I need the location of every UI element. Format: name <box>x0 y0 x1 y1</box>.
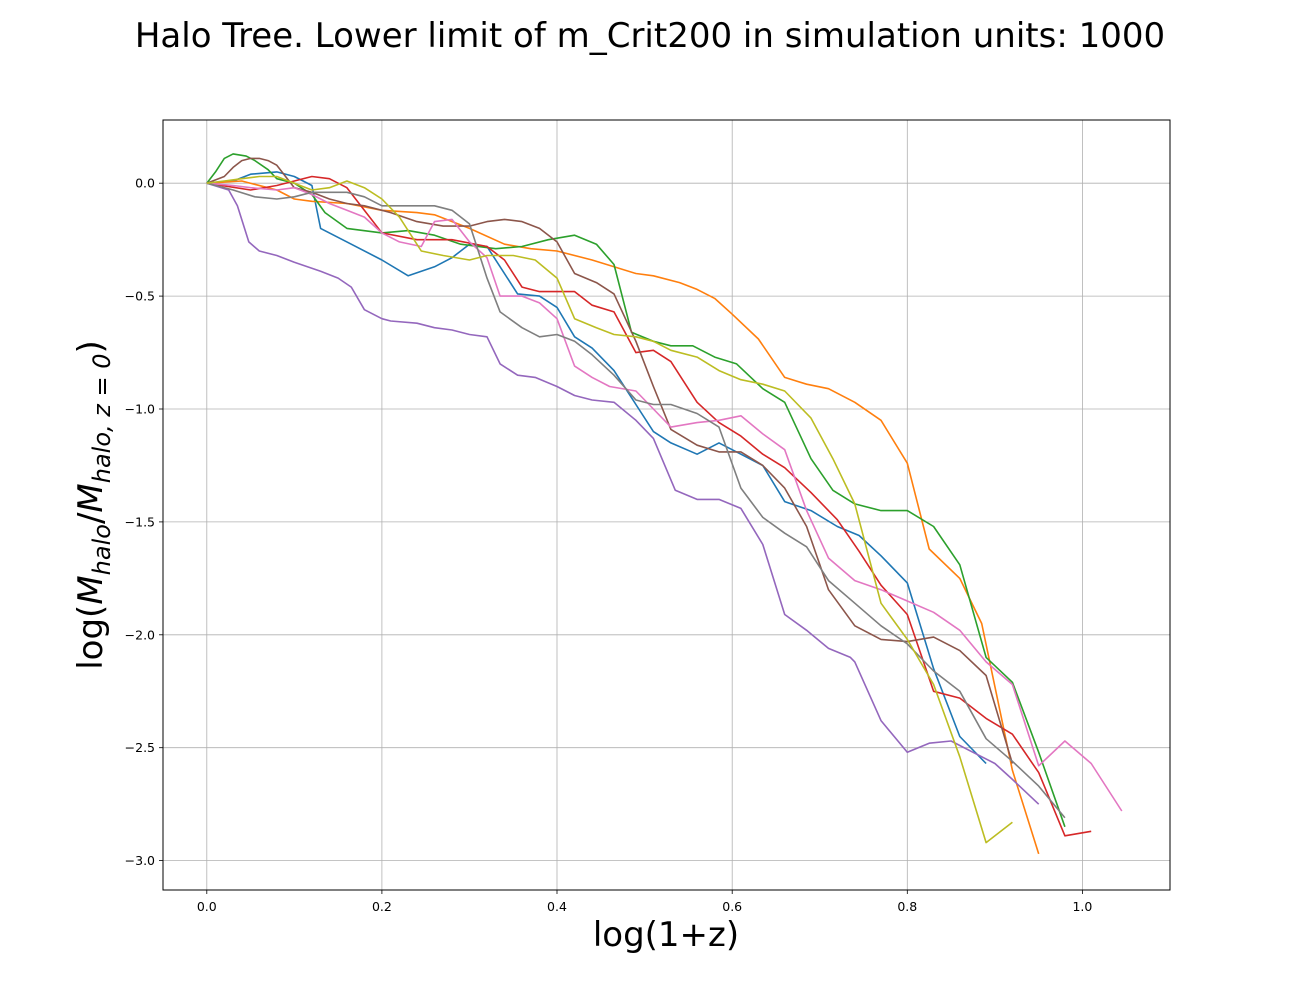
y-tick-label: −1.0 <box>125 402 155 417</box>
y-tick-label: −0.5 <box>125 289 155 304</box>
x-tick-label: 1.0 <box>1072 899 1092 914</box>
series-line-4 <box>206 175 1092 837</box>
chart-title: Halo Tree. Lower limit of m_Crit200 in s… <box>135 16 1165 56</box>
series-lines <box>206 153 1123 855</box>
series-line-9 <box>206 175 1013 844</box>
series-line-7 <box>206 182 1123 812</box>
y-label-prefix: log( <box>71 605 111 670</box>
plot-frame <box>162 119 1171 891</box>
y-label-sub2: halo, z = 0 <box>88 353 116 483</box>
y-tick-label: −3.0 <box>125 853 155 868</box>
series-line-1 <box>206 171 987 765</box>
axis-ticks: 0.0 0.2 0.4 0.6 0.8 1.0 0.0 −0.5 −1.0 −1.5 −2.0 −2.… <box>125 176 1093 914</box>
y-label-sub1: halo <box>88 524 116 575</box>
x-tick-label: 0.2 <box>372 899 392 914</box>
series-line-5 <box>206 182 1040 805</box>
x-tick-label: 0.0 <box>197 899 217 914</box>
y-tick-label: −2.0 <box>125 627 155 642</box>
y-label-suffix: ) <box>71 340 111 353</box>
x-tick-label: 0.4 <box>547 899 567 914</box>
x-tick-label: 0.6 <box>722 899 742 914</box>
y-tick-label: −1.5 <box>125 514 155 529</box>
x-axis-label: log(1+z) <box>593 915 739 955</box>
y-label-m2: M <box>71 483 111 512</box>
y-label-slash: / <box>71 512 111 524</box>
grid-lines <box>163 120 1170 890</box>
y-axis-label: log(Mhalo/Mhalo, z = 0) <box>71 340 116 670</box>
x-tick-label: 0.8 <box>897 899 917 914</box>
y-label-m1: M <box>71 575 111 604</box>
y-tick-label: 0.0 <box>135 176 155 191</box>
series-line-8 <box>206 182 1066 819</box>
y-tick-label: −2.5 <box>125 740 155 755</box>
series-line-6 <box>206 157 1014 764</box>
